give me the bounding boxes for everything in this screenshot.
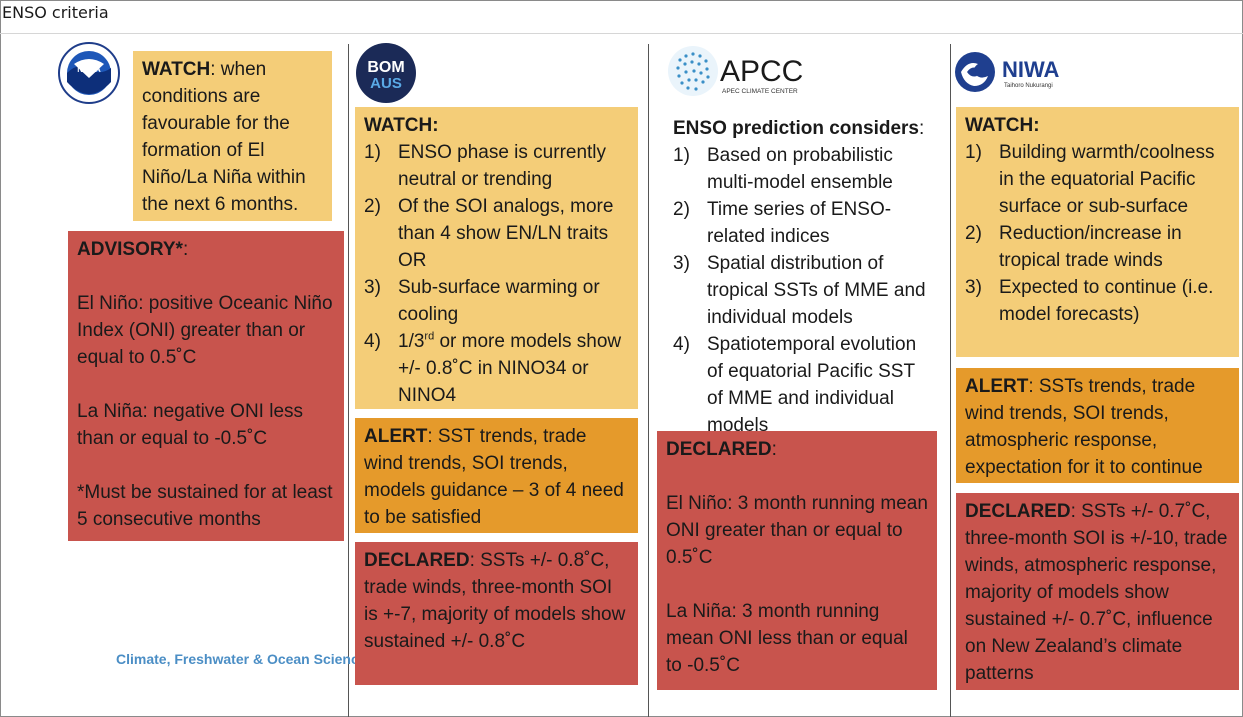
bom-logo: BOM AUS xyxy=(354,42,418,109)
apcc-declared-box: DECLARED: El Niño: 3 month running mean … xyxy=(657,431,937,690)
niwa-watch-box: WATCH: 1) Building warmth/coolness in the… xyxy=(956,107,1239,357)
list-item: 2) Time series of ENSO-related indices xyxy=(673,196,931,250)
svg-text:BOM: BOM xyxy=(367,59,404,76)
apcc-list: 1) Based on probabilistic multi-model ens… xyxy=(673,142,931,439)
item-text: Spatiotemporal evolution of equatorial P… xyxy=(707,334,917,436)
niwa-alert-text: : SSTs trends, trade wind trends, SOI tr… xyxy=(965,376,1203,478)
item-text: Based on probabilistic multi-model ensem… xyxy=(707,145,893,193)
bom-declared-box: DECLARED: SSTs +/- 0.8˚C, trade winds, t… xyxy=(355,542,638,685)
svg-text:NIWA: NIWA xyxy=(1002,57,1060,82)
svg-text:APCC: APCC xyxy=(720,55,803,88)
bom-declared-label: DECLARED xyxy=(364,550,470,571)
item-text-rest: or more models show +/- 0.8˚C in NINO34 … xyxy=(398,331,622,406)
niwa-alert-label: ALERT xyxy=(965,376,1029,397)
item-number: 3) xyxy=(364,277,381,298)
list-item: 2) Of the SOI analogs, more than 4 show E… xyxy=(364,193,629,274)
noaa-advisory-colon: : xyxy=(182,239,189,260)
item-number: 2) xyxy=(673,199,690,220)
noaa-logo: NOAA xyxy=(58,42,120,109)
list-item: 3) Sub-surface warming or cooling xyxy=(364,274,629,328)
apcc-declared-el-nino: El Niño: 3 month running mean ONI greate… xyxy=(666,493,928,568)
noaa-watch-label: WATCH xyxy=(142,59,211,80)
noaa-advisory-note: *Must be sustained for at least 5 consec… xyxy=(77,482,333,530)
item-number: 3) xyxy=(965,277,982,298)
list-item: 1) Building warmth/coolness in the equato… xyxy=(965,139,1230,220)
list-item: 2) Reduction/increase in tropical trade w… xyxy=(965,220,1230,274)
noaa-watch-text: : when conditions are favourable for the… xyxy=(142,59,306,215)
list-item: 3) Expected to continue (i.e. model forec… xyxy=(965,274,1230,328)
niwa-watch-list: 1) Building warmth/coolness in the equato… xyxy=(965,139,1230,328)
item-text: Expected to continue (i.e. model forecas… xyxy=(999,277,1214,325)
item-number: 1) xyxy=(673,145,690,166)
niwa-declared-text: : SSTs +/- 0.7˚C, three-month SOI is +/-… xyxy=(965,501,1228,684)
apcc-declared-colon: : xyxy=(771,439,777,460)
svg-text:AUS: AUS xyxy=(370,75,402,92)
niwa-watch-label: WATCH: xyxy=(965,115,1040,136)
column-divider xyxy=(950,44,951,717)
item-text: Of the SOI analogs, more than 4 show EN/… xyxy=(398,196,614,271)
item-text: Sub-surface warming or cooling xyxy=(398,277,600,325)
apcc-logo: APCC APEC CLIMATE CENTER xyxy=(666,44,811,105)
svg-text:Taihoro Nukurangi: Taihoro Nukurangi xyxy=(1004,83,1053,89)
niwa-alert-box: ALERT: SSTs trends, trade wind trends, S… xyxy=(956,368,1239,483)
bom-alert-label: ALERT xyxy=(364,426,428,447)
apcc-declared-la-nina: La Niña: 3 month running mean ONI less t… xyxy=(666,601,908,676)
list-item: 1) Based on probabilistic multi-model ens… xyxy=(673,142,931,196)
item-text: Reduction/increase in tropical trade win… xyxy=(999,223,1182,271)
item-text: 1/3rd or more models show +/- 0.8˚C in N… xyxy=(398,328,629,409)
list-item: 1) ENSO phase is currently neutral or tre… xyxy=(364,139,629,193)
svg-text:APEC CLIMATE CENTER: APEC CLIMATE CENTER xyxy=(722,88,798,95)
noaa-advisory-label: ADVISORY* xyxy=(77,239,183,260)
item-number: 4) xyxy=(364,331,381,352)
list-item: 4) Spatiotemporal evolution of equatorial… xyxy=(673,331,931,439)
bom-watch-box: WATCH: 1) ENSO phase is currently neutral… xyxy=(355,107,638,409)
page-title: ENSO criteria xyxy=(2,3,109,22)
item-number: 2) xyxy=(364,196,381,217)
niwa-footer-tagline: Climate, Freshwater & Ocean Science xyxy=(116,651,367,667)
list-item: 4) 1/3rd or more models show +/- 0.8˚C in… xyxy=(364,328,629,409)
superscript: rd xyxy=(424,330,435,343)
noaa-advisory-box: ADVISORY*: El Niño: positive Oceanic Niñ… xyxy=(68,231,344,541)
item-number: 1) xyxy=(364,142,381,163)
bom-declared-text: : SSTs +/- 0.8˚C, trade winds, three-mon… xyxy=(364,550,626,652)
svg-text:NOAA: NOAA xyxy=(77,65,101,74)
item-number: 1) xyxy=(965,142,982,163)
noaa-advisory-el-nino: El Niño: positive Oceanic Niño Index (ON… xyxy=(77,293,333,368)
title-divider xyxy=(0,33,1243,34)
item-number: 4) xyxy=(673,334,690,355)
bom-watch-list: 1) ENSO phase is currently neutral or tre… xyxy=(364,139,629,409)
item-number: 2) xyxy=(965,223,982,244)
niwa-logo: NIWA Taihoro Nukurangi xyxy=(954,50,1074,101)
item-text: Building warmth/coolness in the equatori… xyxy=(999,142,1215,217)
list-item: 3) Spatial distribution of tropical SSTs … xyxy=(673,250,931,331)
item-text: Spatial distribution of tropical SSTs of… xyxy=(707,253,926,328)
bom-alert-text: : SST trends, trade wind trends, SOI tre… xyxy=(364,426,624,528)
item-text: Time series of ENSO-related indices xyxy=(707,199,892,247)
column-divider xyxy=(648,44,649,717)
bom-alert-box: ALERT: SST trends, trade wind trends, SO… xyxy=(355,418,638,533)
apcc-heading-label: ENSO prediction considers xyxy=(673,118,919,139)
item-text: ENSO phase is currently neutral or trend… xyxy=(398,142,607,190)
apcc-prediction-box: ENSO prediction considers: 1) Based on pr… xyxy=(664,110,940,436)
column-divider xyxy=(348,44,349,717)
item-number: 3) xyxy=(673,253,690,274)
fraction-text: 1/3 xyxy=(398,331,425,352)
bom-watch-label: WATCH: xyxy=(364,115,439,136)
apcc-declared-label: DECLARED xyxy=(666,439,772,460)
noaa-watch-box: WATCH: when conditions are favourable fo… xyxy=(133,51,332,221)
noaa-advisory-la-nina: La Niña: negative ONI less than or equal… xyxy=(77,401,304,449)
apcc-heading-colon: : xyxy=(919,118,925,139)
niwa-declared-box: DECLARED: SSTs +/- 0.7˚C, three-month SO… xyxy=(956,493,1239,690)
niwa-declared-label: DECLARED xyxy=(965,501,1071,522)
